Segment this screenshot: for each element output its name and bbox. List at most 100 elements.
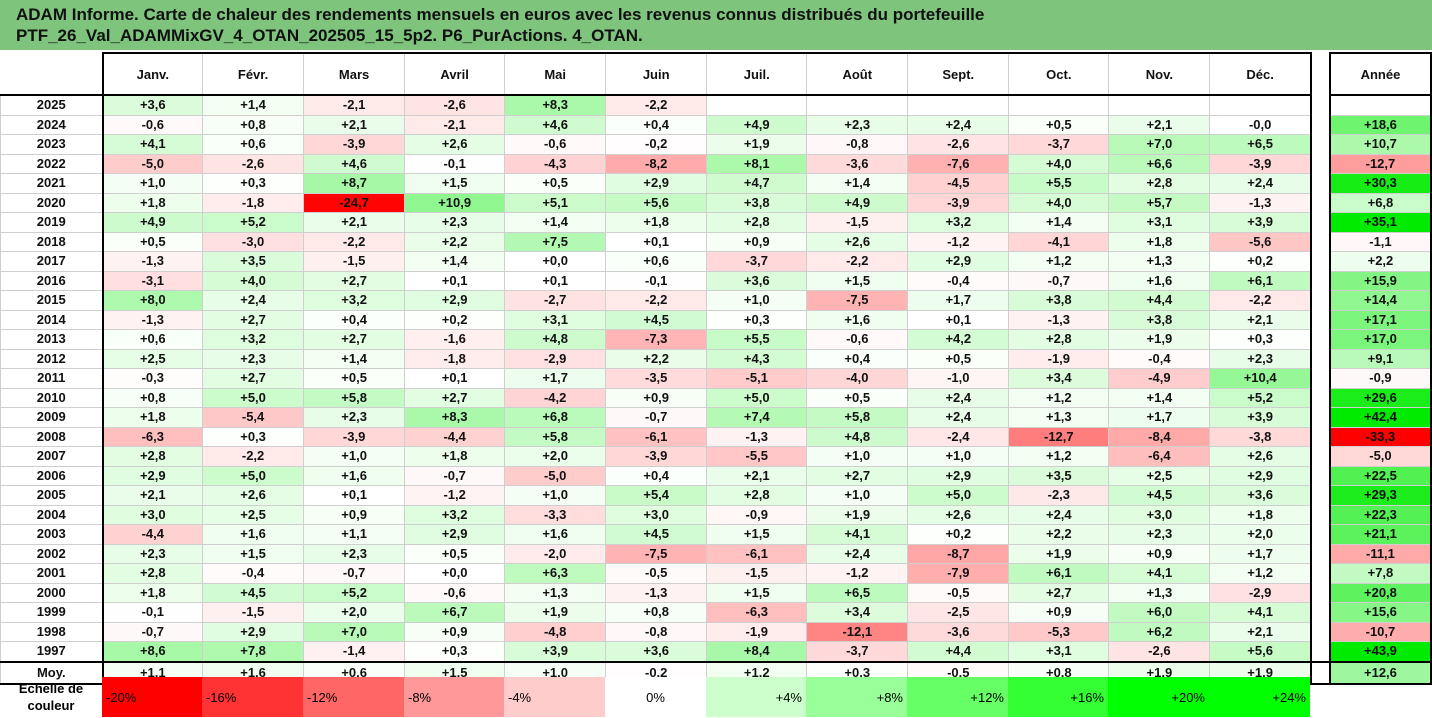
heatmap-cell: +7,4 xyxy=(706,407,808,428)
heatmap-cell: +3,8 xyxy=(706,192,808,213)
heatmap-cell: +2,8 xyxy=(1108,173,1211,194)
heatmap-cell: -0,9 xyxy=(706,504,808,525)
title-line-2: PTF_26_Val_ADAMMixGV_4_OTAN_202505_15_5p… xyxy=(16,26,643,45)
heatmap-cell: +5,4 xyxy=(605,485,708,506)
heatmap-cell: +0,2 xyxy=(404,309,506,330)
heatmap-cell: -5,3 xyxy=(1008,621,1110,642)
year-total-cell xyxy=(1328,94,1432,116)
column-gap xyxy=(1310,115,1331,135)
heatmap-cell: -0,7 xyxy=(605,407,708,428)
column-gap xyxy=(1310,271,1331,291)
year-row: 2013 +0,6 +3,2 +2,7 -1,6 +4,8 -7,3 +5,5 -0,6 +4,2… xyxy=(0,329,1432,350)
heatmap-cell: +4,4 xyxy=(907,641,1010,662)
heatmap-cell: +2,4 xyxy=(202,290,305,311)
heatmap-cell: +4,6 xyxy=(303,153,406,174)
heatmap-cell: +1,0 xyxy=(504,485,607,506)
heatmap-cell: -0,8 xyxy=(605,621,708,642)
heatmap-cell: +4,5 xyxy=(1108,485,1211,506)
heatmap-cell: +3,6 xyxy=(605,641,708,662)
heatmap-cell: +1,5 xyxy=(706,582,808,603)
heatmap-cell: +4,1 xyxy=(101,134,204,155)
heatmap-cell: -0,7 xyxy=(1008,270,1110,291)
heatmap-cell: +1,9 xyxy=(1008,543,1110,564)
heatmap-cell: +2,9 xyxy=(404,524,506,545)
heatmap-cell: +2,1 xyxy=(1209,309,1312,330)
column-gap xyxy=(1310,660,1331,685)
row-year-label: 2017 xyxy=(0,251,104,272)
heatmap-cell: +1,5 xyxy=(202,543,305,564)
column-header-month: Sept. xyxy=(907,52,1010,96)
heatmap-cell: +0,5 xyxy=(1008,114,1110,135)
heatmap-cell: +3,4 xyxy=(1008,368,1110,389)
heatmap-cell xyxy=(1008,94,1110,116)
column-header-month: Nov. xyxy=(1108,52,1211,96)
average-label: Moy. xyxy=(0,660,104,685)
color-scale-tick: +4% xyxy=(706,677,806,717)
heatmap-cell: +0,9 xyxy=(605,387,708,408)
heatmap-cell: +2,8 xyxy=(1008,329,1110,350)
heatmap-cell: +5,0 xyxy=(202,387,305,408)
heatmap-cell: +8,3 xyxy=(404,407,506,428)
heatmap-cell: +2,2 xyxy=(404,231,506,252)
heatmap-cell: +1,4 xyxy=(404,251,506,272)
title-line-1: ADAM Informe. Carte de chaleur des rende… xyxy=(16,5,985,24)
heatmap-cell: -3,7 xyxy=(1008,134,1110,155)
row-year-label: 2014 xyxy=(0,309,104,330)
year-total-cell: +22,5 xyxy=(1328,465,1432,486)
color-scale-tick: +20% xyxy=(1108,677,1209,717)
heatmap-cell: +2,1 xyxy=(101,485,204,506)
heatmap-cell: +2,9 xyxy=(101,465,204,486)
heatmap-cell: -6,4 xyxy=(1108,446,1211,467)
year-row: 2008 -6,3 +0,3 -3,9 -4,4 +5,8 -6,1 -1,3 +4,8 -2,4… xyxy=(0,426,1432,447)
heatmap-cell: +0,9 xyxy=(706,231,808,252)
heatmap-cell: +10,4 xyxy=(1209,368,1312,389)
heatmap-cell: +0,1 xyxy=(303,485,406,506)
heatmap-cell: -3,3 xyxy=(504,504,607,525)
row-year-label: 2020 xyxy=(0,192,104,213)
heatmap-cell: +2,9 xyxy=(907,251,1010,272)
heatmap-cell: +1,9 xyxy=(1108,329,1211,350)
heatmap-cell: +4,0 xyxy=(202,270,305,291)
row-year-label: 2021 xyxy=(0,173,104,194)
heatmap-cell: +8,0 xyxy=(101,290,204,311)
column-header-month: Juil. xyxy=(706,52,808,96)
heatmap-cell: -12,1 xyxy=(806,621,909,642)
heatmap-cell: +2,5 xyxy=(202,504,305,525)
heatmap-cell: +3,9 xyxy=(504,641,607,662)
heatmap-cell: +3,6 xyxy=(706,270,808,291)
heatmap-cell: +5,8 xyxy=(504,426,607,447)
heatmap-cell: +1,5 xyxy=(806,270,909,291)
column-gap xyxy=(1310,446,1331,466)
year-row: 2021 +1,0 +0,3 +8,7 +1,5 +0,5 +2,9 +4,7 +1,4 -4,5… xyxy=(0,173,1432,194)
heatmap-cell: +3,1 xyxy=(1108,212,1211,233)
row-year-label: 2011 xyxy=(0,368,104,389)
row-year-label: 2018 xyxy=(0,231,104,252)
year-total-cell: +15,9 xyxy=(1328,270,1432,291)
heatmap-cell: +2,1 xyxy=(303,114,406,135)
column-gap xyxy=(1310,505,1331,525)
column-header-month: Févr. xyxy=(202,52,305,96)
heatmap-cell: +0,3 xyxy=(1209,329,1312,350)
column-gap xyxy=(1310,290,1331,310)
heatmap-cell: +1,7 xyxy=(1209,543,1312,564)
heatmap-cell: +2,8 xyxy=(706,485,808,506)
column-gap xyxy=(1310,154,1331,174)
row-year-label: 2016 xyxy=(0,270,104,291)
heatmap-cell: +0,3 xyxy=(404,641,506,662)
heatmap-cell: +0,9 xyxy=(303,504,406,525)
column-gap xyxy=(1310,563,1331,583)
heatmap-cell: -0,5 xyxy=(605,563,708,584)
column-gap xyxy=(1310,173,1331,193)
column-header-month: Janv. xyxy=(101,52,204,96)
year-row: 2011 -0,3 +2,7 +0,5 +0,1 +1,7 -3,5 -5,1 -4,0 -1,0… xyxy=(0,368,1432,389)
heatmap-cell: +1,2 xyxy=(1008,251,1110,272)
heatmap-cell: -0,7 xyxy=(303,563,406,584)
heatmap-cell: -4,0 xyxy=(806,368,909,389)
heatmap-cell: -0,1 xyxy=(101,602,204,623)
heatmap-cell: -0,2 xyxy=(605,134,708,155)
column-gap xyxy=(1310,602,1331,622)
year-row: 1999 -0,1 -1,5 +2,0 +6,7 +1,9 +0,8 -6,3 +3,4 -2,5… xyxy=(0,602,1432,623)
heatmap-cell: +0,3 xyxy=(202,173,305,194)
heatmap-cell: -4,1 xyxy=(1008,231,1110,252)
heatmap-cell: +4,1 xyxy=(1209,602,1312,623)
